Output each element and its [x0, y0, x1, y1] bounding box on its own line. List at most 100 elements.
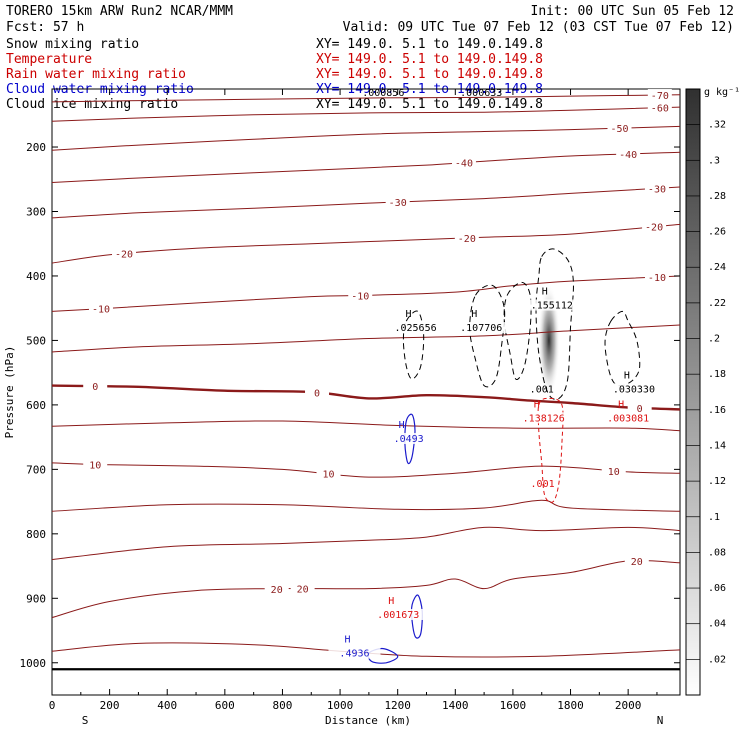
colorbar: [685, 88, 701, 696]
max-value-bg: [389, 322, 442, 334]
isotherm-label: 0: [314, 389, 320, 400]
south-label: S: [82, 714, 89, 727]
axes: 0 200 400 600 800 1000 1200 1400 1600 1800 2000200…: [20, 89, 680, 712]
valid-time: Valid: 09 UTC Tue 07 Feb 12 (03 CST Tue …: [343, 20, 734, 35]
colorbar-tick-label: .04: [708, 619, 726, 630]
max-value-bg: [607, 383, 660, 395]
isotherm-20: [52, 559, 680, 619]
max-value-label: .001: [531, 479, 555, 490]
isotherm-label: -60: [651, 104, 669, 115]
isotherm-label-bg: [642, 220, 667, 233]
isotherm-label: -40: [619, 150, 637, 161]
x-tick-label: 1600: [500, 699, 527, 712]
x-tick-label: 2000: [615, 699, 642, 712]
isotherm-label-bg: [627, 401, 652, 414]
colorbar-tick-label: .32: [708, 120, 726, 131]
colorbar-tick-label: .14: [708, 440, 726, 451]
x-tick-label: 800: [273, 699, 293, 712]
isotherm-label: -40: [455, 159, 473, 170]
colorbar-ticks: .02 .04 .06 .08 .1 .12 .14 .16 .18 .2 .22 .24 .26 .28…: [686, 120, 726, 665]
isotherm-label-bg: [83, 380, 108, 393]
field-name-cloud-ice: Cloud ice mixing ratio: [6, 97, 178, 112]
y-tick-label: 500: [26, 334, 46, 347]
y-axis-title: Pressure (hPa): [3, 346, 16, 439]
isotherm-label-bg: [112, 247, 137, 260]
colorbar-tick-label: .26: [708, 227, 726, 238]
cloud-water-contour: [367, 647, 399, 664]
max-marker-h: H: [344, 635, 350, 646]
y-tick-label: 900: [26, 592, 46, 605]
isotherm-label: 0: [92, 382, 98, 393]
x-tick-label: 200: [100, 699, 120, 712]
colorbar-tick-label: .06: [708, 583, 726, 594]
max-marker-h: H: [534, 399, 540, 410]
x-tick-label: 1800: [557, 699, 584, 712]
clipped-max-label: .000856: [362, 88, 404, 99]
isotherm-label: 10: [608, 467, 620, 478]
max-value-label: .0493: [394, 434, 424, 445]
isotherm-label: -30: [648, 184, 666, 195]
isotherm-label: -20: [458, 234, 476, 245]
isotherm-label-bg: [316, 467, 341, 480]
isotherm-line: [52, 324, 680, 353]
max-value-label: .001: [530, 384, 554, 395]
colorbar-tick-label: .16: [708, 405, 726, 416]
isotherm-label-bg: [385, 195, 410, 208]
max-value-label: .001673: [377, 610, 419, 621]
isotherm--30: [52, 186, 680, 219]
field-xy-temperature: XY= 149.0. 5.1 to 149.0.149.8: [316, 52, 543, 67]
isotherm-label: -50: [610, 124, 628, 135]
isotherm-label-bg: [644, 271, 669, 284]
max-marker-h: H: [406, 309, 412, 320]
y-tick-label: 300: [26, 205, 46, 218]
colorbar-tick-label: .02: [708, 654, 726, 665]
isotherm-label-bg: [451, 156, 476, 169]
rain-water-contour: [537, 397, 564, 503]
isotherm-label-bg: [647, 89, 672, 102]
max-marker-h: H: [542, 287, 548, 298]
isotherm-label: 20: [631, 557, 643, 568]
isotherm-label-bg: [644, 182, 669, 195]
isotherm-label: -10: [92, 305, 110, 316]
isotherm-label: -30: [389, 198, 407, 209]
max-value-label: .030330: [613, 384, 655, 395]
cloud-ice-contour: [469, 284, 506, 388]
max-value-bg: [372, 608, 425, 620]
colorbar-tick-label: .1: [708, 512, 720, 523]
isotherm-10: [52, 462, 680, 478]
x-tick-label: 400: [157, 699, 177, 712]
field-name-temperature: Temperature: [6, 52, 92, 67]
isotherm-label: -70: [651, 91, 669, 102]
isotherm--70: [52, 94, 680, 103]
colorbar-tick-label: .22: [708, 298, 726, 309]
max-marker-h: H: [388, 596, 394, 607]
plot-area: [52, 94, 680, 671]
max-marker-h: H: [624, 370, 630, 381]
cloud-ice-contour: [604, 310, 641, 387]
y-tick-label: 700: [26, 463, 46, 476]
isotherm--50: [52, 125, 680, 151]
contour-labels: -70 -60 -50 -40 -40 -30 -30 -20 -20 -20 -10 -10 -10 0…: [83, 88, 672, 660]
isotherm-label-bg: [348, 289, 373, 302]
isotherm-label-bg: [601, 464, 626, 477]
init-time: Init: 00 UTC Sun 05 Feb 12: [531, 4, 735, 19]
isotherm-label-bg: [607, 122, 632, 135]
isotherm-label: -10: [351, 291, 369, 302]
isotherm-label-bg: [88, 302, 113, 315]
isotherm--20: [52, 223, 680, 264]
field-xy-cloud-ice: XY= 149.0. 5.1 to 149.0.149.8: [316, 97, 543, 112]
isotherm-label: -10: [648, 273, 666, 284]
x-axis-title: Distance (km): [325, 714, 411, 727]
max-value-bg: [455, 322, 508, 334]
max-value-label: .025656: [394, 323, 436, 334]
colorbar-tick-label: .28: [708, 191, 726, 202]
y-tick-label: 600: [26, 399, 46, 412]
isotherm-label: 10: [323, 469, 335, 480]
max-value-bg: [382, 432, 435, 444]
isotherm--40: [52, 151, 680, 183]
isotherm-line: [52, 526, 680, 561]
isotherm-label-bg: [454, 231, 479, 244]
max-marker-h: H: [471, 309, 477, 320]
max-marker-h: H: [618, 399, 624, 410]
